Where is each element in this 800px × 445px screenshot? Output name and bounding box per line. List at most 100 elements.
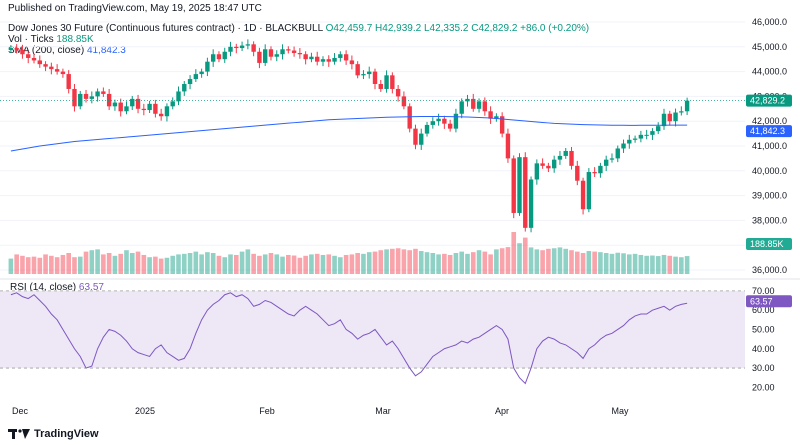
volume-value: 188.85K <box>56 34 94 45</box>
candle-body <box>245 44 251 46</box>
volume-bar <box>650 255 655 274</box>
volume-bar <box>187 253 193 274</box>
volume-bar <box>228 254 233 274</box>
volume-bar <box>349 254 355 274</box>
candle-body <box>101 91 106 94</box>
candle-body <box>182 84 187 92</box>
volume-bar <box>77 256 83 274</box>
rsi-badge: 63.57 <box>750 296 773 306</box>
volume-bar <box>245 249 251 274</box>
volume-bar <box>546 248 551 274</box>
rsi-tick-label: 70.00 <box>752 286 775 296</box>
volume-bar <box>442 253 447 274</box>
candle-body <box>222 51 227 60</box>
volume-bar <box>216 255 222 274</box>
volume-bar <box>257 255 262 274</box>
volume-bar <box>326 254 332 274</box>
candle-body <box>471 98 476 109</box>
candle-body <box>499 116 505 134</box>
candle-body <box>424 124 430 134</box>
volume-bar <box>286 254 291 274</box>
candle-body <box>511 158 516 213</box>
candle-body <box>332 57 337 62</box>
volume-bar <box>603 253 609 274</box>
candle-body <box>430 121 436 125</box>
candle-body <box>517 157 522 213</box>
rsi-tick-label: 20.00 <box>752 382 775 392</box>
candle-body <box>66 74 71 89</box>
candle-body <box>372 71 378 84</box>
volume-bar <box>291 255 297 274</box>
candle-body <box>286 49 291 51</box>
candle-body <box>199 71 204 75</box>
candle-body <box>401 96 407 107</box>
candle-body <box>31 57 37 61</box>
candle-body <box>627 139 632 144</box>
volume-bar <box>621 253 626 274</box>
candle-body <box>135 98 141 109</box>
candle-body <box>367 71 372 75</box>
volume-bar <box>147 257 152 274</box>
volume-bar <box>459 251 465 274</box>
price-tick-label: 36,000.0 <box>752 265 787 275</box>
price-tick-label: 44,000.0 <box>752 67 787 77</box>
candle-body <box>413 128 418 145</box>
volume-bar <box>309 254 314 274</box>
volume-bar <box>20 255 25 274</box>
time-tick-label: May <box>611 406 629 416</box>
rsi-legend: RSI (14, close) 63.57 <box>10 282 104 293</box>
candle-body <box>650 131 655 135</box>
volume-bar <box>239 251 245 274</box>
volume-bar <box>343 254 349 274</box>
volume-bar <box>176 254 181 274</box>
candle-body <box>459 101 464 114</box>
candle-body <box>141 108 147 111</box>
volume-bar <box>72 257 77 274</box>
volume-bar <box>574 251 580 274</box>
sma-line <box>0 100 745 152</box>
candle-body <box>205 61 210 72</box>
candle-body <box>274 54 279 57</box>
grid <box>0 21 800 280</box>
volume-bar <box>118 253 124 274</box>
price-tick-label: 39,000.0 <box>752 191 787 201</box>
candle-body <box>592 172 597 174</box>
candle-body <box>112 102 118 107</box>
candle-body <box>494 116 499 119</box>
candle-body <box>644 134 649 136</box>
candle-body <box>95 91 100 97</box>
rsi-value: 63.57 <box>78 282 104 293</box>
candle-body <box>673 112 678 122</box>
candle-body <box>20 49 25 55</box>
volume-bar <box>262 254 268 274</box>
volume-bar <box>49 255 54 274</box>
volume-bar <box>280 256 285 274</box>
time-tick-label: Dec <box>12 406 29 416</box>
candle-body <box>124 106 129 112</box>
candle-body <box>598 165 603 174</box>
sma-legend: SMA (200, close) 41,842.3 <box>8 45 126 56</box>
price-tick-label: 42,000.0 <box>752 116 787 126</box>
candle-body <box>465 98 470 102</box>
volume-bar <box>222 257 228 274</box>
candle-body <box>72 88 77 107</box>
volume-bar <box>251 253 256 274</box>
candle-body <box>118 102 123 112</box>
rsi-badge-bg <box>746 295 792 308</box>
volume-bar <box>592 251 597 274</box>
candle-body <box>482 101 488 112</box>
volume-bar <box>644 255 649 274</box>
candle-body <box>453 113 459 129</box>
volume-bar <box>158 258 164 274</box>
time-tick-label: Apr <box>495 406 509 416</box>
candle-body <box>621 143 626 149</box>
candle-body <box>569 150 574 166</box>
candle-body <box>580 180 586 210</box>
volume-bar <box>632 253 638 274</box>
candle-body <box>216 54 222 60</box>
volume-bar <box>141 254 147 274</box>
footer-brand[interactable]: TradingView <box>8 428 99 440</box>
volume-bar <box>338 257 343 274</box>
volume-bar <box>153 256 158 274</box>
